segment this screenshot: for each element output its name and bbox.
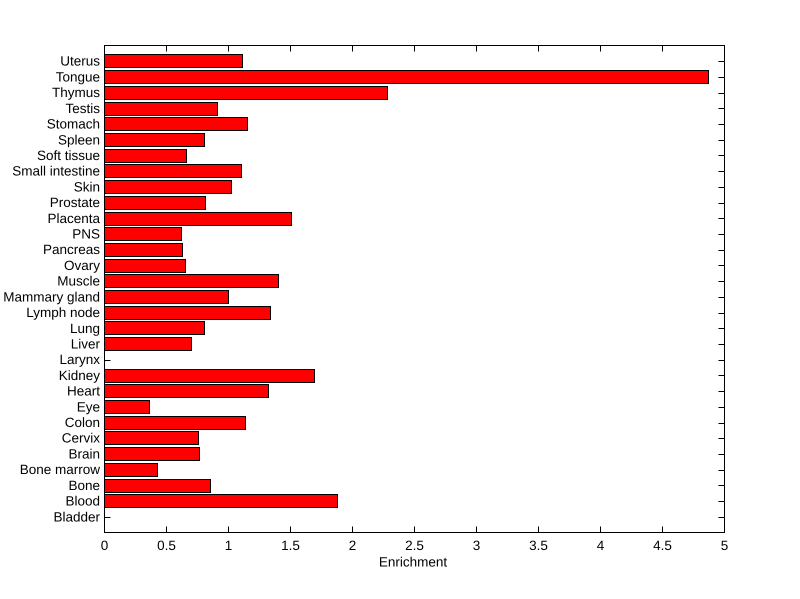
svg-text:Liver: Liver (71, 337, 101, 352)
svg-text:Pancreas: Pancreas (43, 242, 100, 257)
svg-text:Colon: Colon (65, 415, 100, 430)
svg-text:Cervix: Cervix (62, 431, 101, 446)
svg-text:Spleen: Spleen (58, 132, 100, 147)
svg-text:3.5: 3.5 (529, 538, 548, 553)
svg-text:0: 0 (101, 538, 109, 553)
svg-text:Uterus: Uterus (60, 54, 100, 69)
svg-text:1.5: 1.5 (281, 538, 300, 553)
svg-text:3: 3 (473, 538, 481, 553)
svg-text:Testis: Testis (65, 101, 100, 116)
svg-text:Bladder: Bladder (53, 509, 100, 524)
svg-text:Eye: Eye (77, 399, 100, 414)
svg-text:5: 5 (721, 538, 729, 553)
svg-text:Enrichment: Enrichment (379, 555, 448, 570)
svg-text:Small intestine: Small intestine (12, 164, 100, 179)
svg-text:Brain: Brain (68, 447, 100, 462)
svg-text:2.5: 2.5 (405, 538, 424, 553)
svg-text:2: 2 (349, 538, 357, 553)
svg-text:Larynx: Larynx (59, 352, 100, 367)
svg-text:PNS: PNS (72, 227, 100, 242)
svg-text:Stomach: Stomach (47, 117, 100, 132)
svg-text:Soft tissue: Soft tissue (37, 148, 100, 163)
svg-text:Lymph node: Lymph node (26, 305, 100, 320)
svg-text:1: 1 (225, 538, 233, 553)
svg-text:4.5: 4.5 (653, 538, 672, 553)
svg-text:Lung: Lung (70, 321, 100, 336)
svg-text:Blood: Blood (65, 494, 100, 509)
svg-text:Mammary gland: Mammary gland (3, 289, 100, 304)
svg-text:Muscle: Muscle (57, 274, 100, 289)
svg-text:Ovary: Ovary (64, 258, 100, 273)
svg-text:Heart: Heart (67, 384, 100, 399)
svg-text:Bone marrow: Bone marrow (20, 462, 101, 477)
svg-text:Prostate: Prostate (50, 195, 100, 210)
svg-text:0.5: 0.5 (157, 538, 176, 553)
svg-text:Kidney: Kidney (59, 368, 101, 383)
svg-text:Placenta: Placenta (47, 211, 100, 226)
svg-text:Bone: Bone (68, 478, 100, 493)
svg-text:Tongue: Tongue (56, 69, 100, 84)
svg-text:Thymus: Thymus (52, 85, 100, 100)
svg-text:4: 4 (597, 538, 605, 553)
svg-text:Skin: Skin (74, 179, 100, 194)
